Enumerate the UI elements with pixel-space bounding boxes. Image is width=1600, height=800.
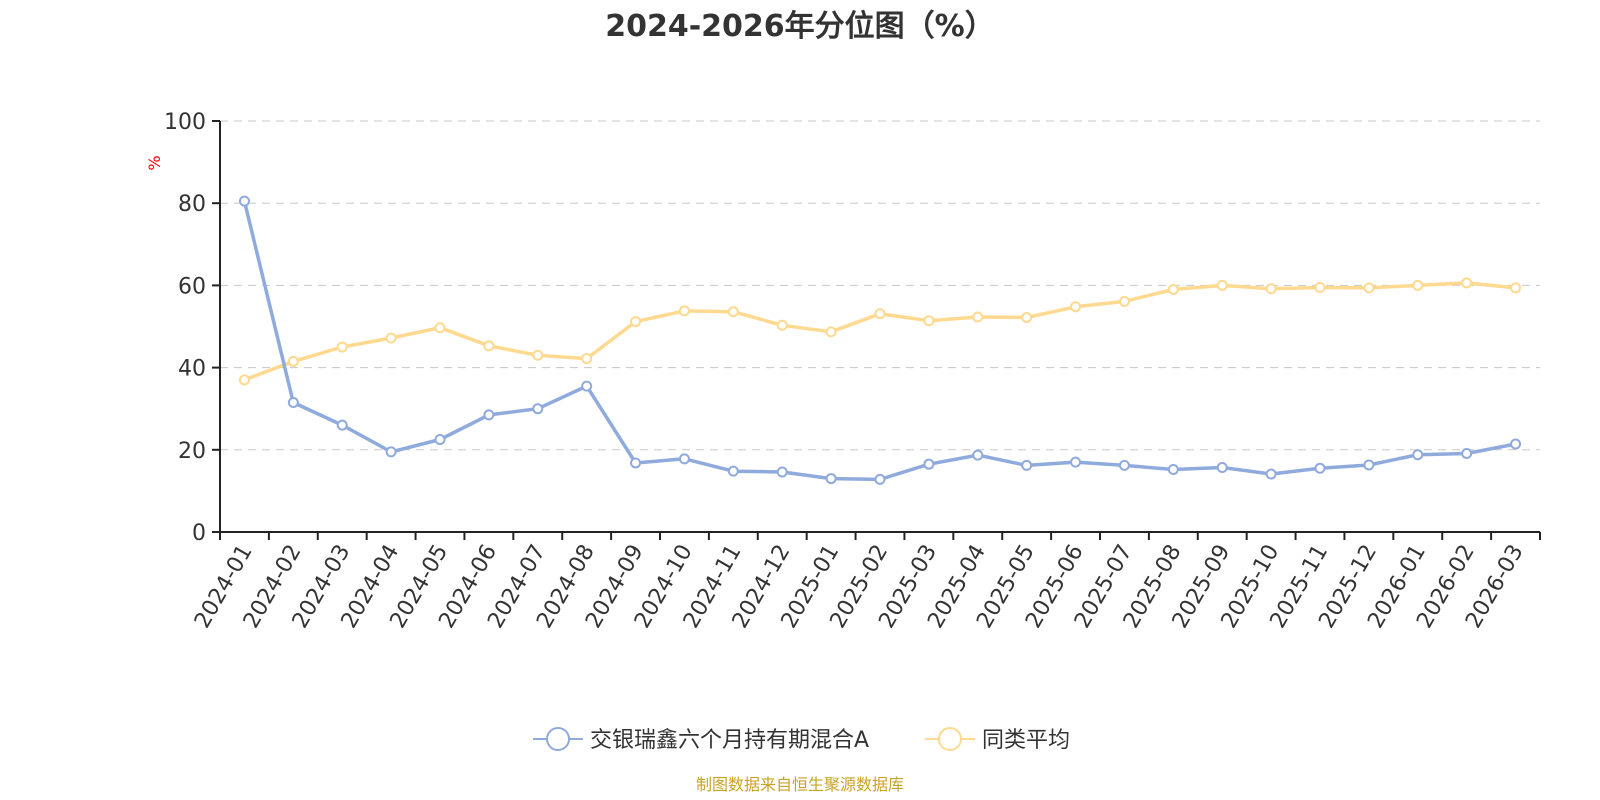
data-point bbox=[923, 458, 935, 470]
data-point bbox=[972, 311, 984, 323]
data-point bbox=[1314, 281, 1326, 293]
legend-item: 同类平均 bbox=[925, 727, 1070, 753]
data-point bbox=[1265, 468, 1277, 480]
series-group bbox=[238, 195, 1522, 485]
y-tick-label: 80 bbox=[178, 192, 206, 217]
data-point bbox=[923, 315, 935, 327]
data-point bbox=[1118, 295, 1130, 307]
data-point bbox=[581, 380, 593, 392]
data-point bbox=[1021, 459, 1033, 471]
legend: 交银瑞鑫六个月持有期混合A 同类平均 bbox=[533, 727, 1070, 753]
data-point bbox=[1510, 438, 1522, 450]
data-point bbox=[1167, 284, 1179, 296]
data-point bbox=[1118, 459, 1130, 471]
data-point bbox=[678, 453, 690, 465]
data-point bbox=[385, 446, 397, 458]
legend-swatch-marker bbox=[938, 727, 962, 751]
data-point bbox=[1021, 311, 1033, 323]
data-point bbox=[972, 449, 984, 461]
legend-label: 交银瑞鑫六个月持有期混合A bbox=[590, 728, 869, 753]
data-point bbox=[238, 195, 250, 207]
data-point bbox=[581, 353, 593, 365]
data-point bbox=[483, 340, 495, 352]
data-point bbox=[1363, 459, 1375, 471]
data-point bbox=[1412, 449, 1424, 461]
data-point bbox=[727, 306, 739, 318]
data-point bbox=[630, 316, 642, 328]
x-axis-ticks: 2024-012024-022024-032024-042024-052024-… bbox=[190, 532, 1541, 633]
data-point bbox=[1070, 301, 1082, 313]
data-point bbox=[287, 355, 299, 367]
chart-title: 2024-2026年分位图（%） bbox=[605, 9, 995, 44]
legend-label: 同类平均 bbox=[982, 728, 1070, 753]
data-point bbox=[287, 397, 299, 409]
data-point bbox=[532, 403, 544, 415]
data-point bbox=[874, 308, 886, 320]
y-axis-unit: % bbox=[145, 155, 164, 170]
data-point bbox=[1216, 279, 1228, 291]
data-point bbox=[874, 473, 886, 485]
data-point bbox=[776, 319, 788, 331]
y-tick-label: 40 bbox=[178, 357, 206, 382]
data-point bbox=[336, 419, 348, 431]
data-point bbox=[1510, 282, 1522, 294]
data-point bbox=[1265, 283, 1277, 295]
y-tick-label: 0 bbox=[192, 521, 206, 546]
data-point bbox=[1314, 462, 1326, 474]
legend-item: 交银瑞鑫六个月持有期混合A bbox=[533, 727, 869, 753]
data-point bbox=[825, 326, 837, 338]
data-point bbox=[483, 409, 495, 421]
series-lines bbox=[238, 195, 1522, 485]
data-point bbox=[336, 341, 348, 353]
series-line bbox=[242, 281, 1518, 382]
data-point bbox=[385, 332, 397, 344]
y-axis-ticks: 0 20 40 60 80 100 bbox=[164, 110, 220, 546]
data-point bbox=[630, 457, 642, 469]
data-point bbox=[238, 374, 250, 386]
data-point bbox=[1461, 277, 1473, 289]
data-point bbox=[776, 466, 788, 478]
data-point bbox=[1070, 456, 1082, 468]
y-tick-label: 20 bbox=[178, 439, 206, 464]
y-tick-label: 60 bbox=[178, 274, 206, 299]
data-point bbox=[1216, 461, 1228, 473]
data-point bbox=[678, 305, 690, 317]
data-point bbox=[1167, 464, 1179, 476]
grid-lines bbox=[220, 120, 1540, 451]
axes bbox=[219, 121, 1540, 533]
data-point bbox=[434, 322, 446, 334]
legend-swatch-marker bbox=[546, 727, 570, 751]
data-point bbox=[825, 473, 837, 485]
data-point bbox=[532, 349, 544, 361]
data-point bbox=[1412, 279, 1424, 291]
series-group bbox=[238, 277, 1522, 386]
data-point bbox=[1363, 282, 1375, 294]
y-tick-label: 100 bbox=[164, 110, 206, 135]
data-point bbox=[1461, 447, 1473, 459]
data-point bbox=[727, 465, 739, 477]
data-source-note: 制图数据来自恒生聚源数据库 bbox=[696, 775, 904, 794]
data-point bbox=[434, 434, 446, 446]
